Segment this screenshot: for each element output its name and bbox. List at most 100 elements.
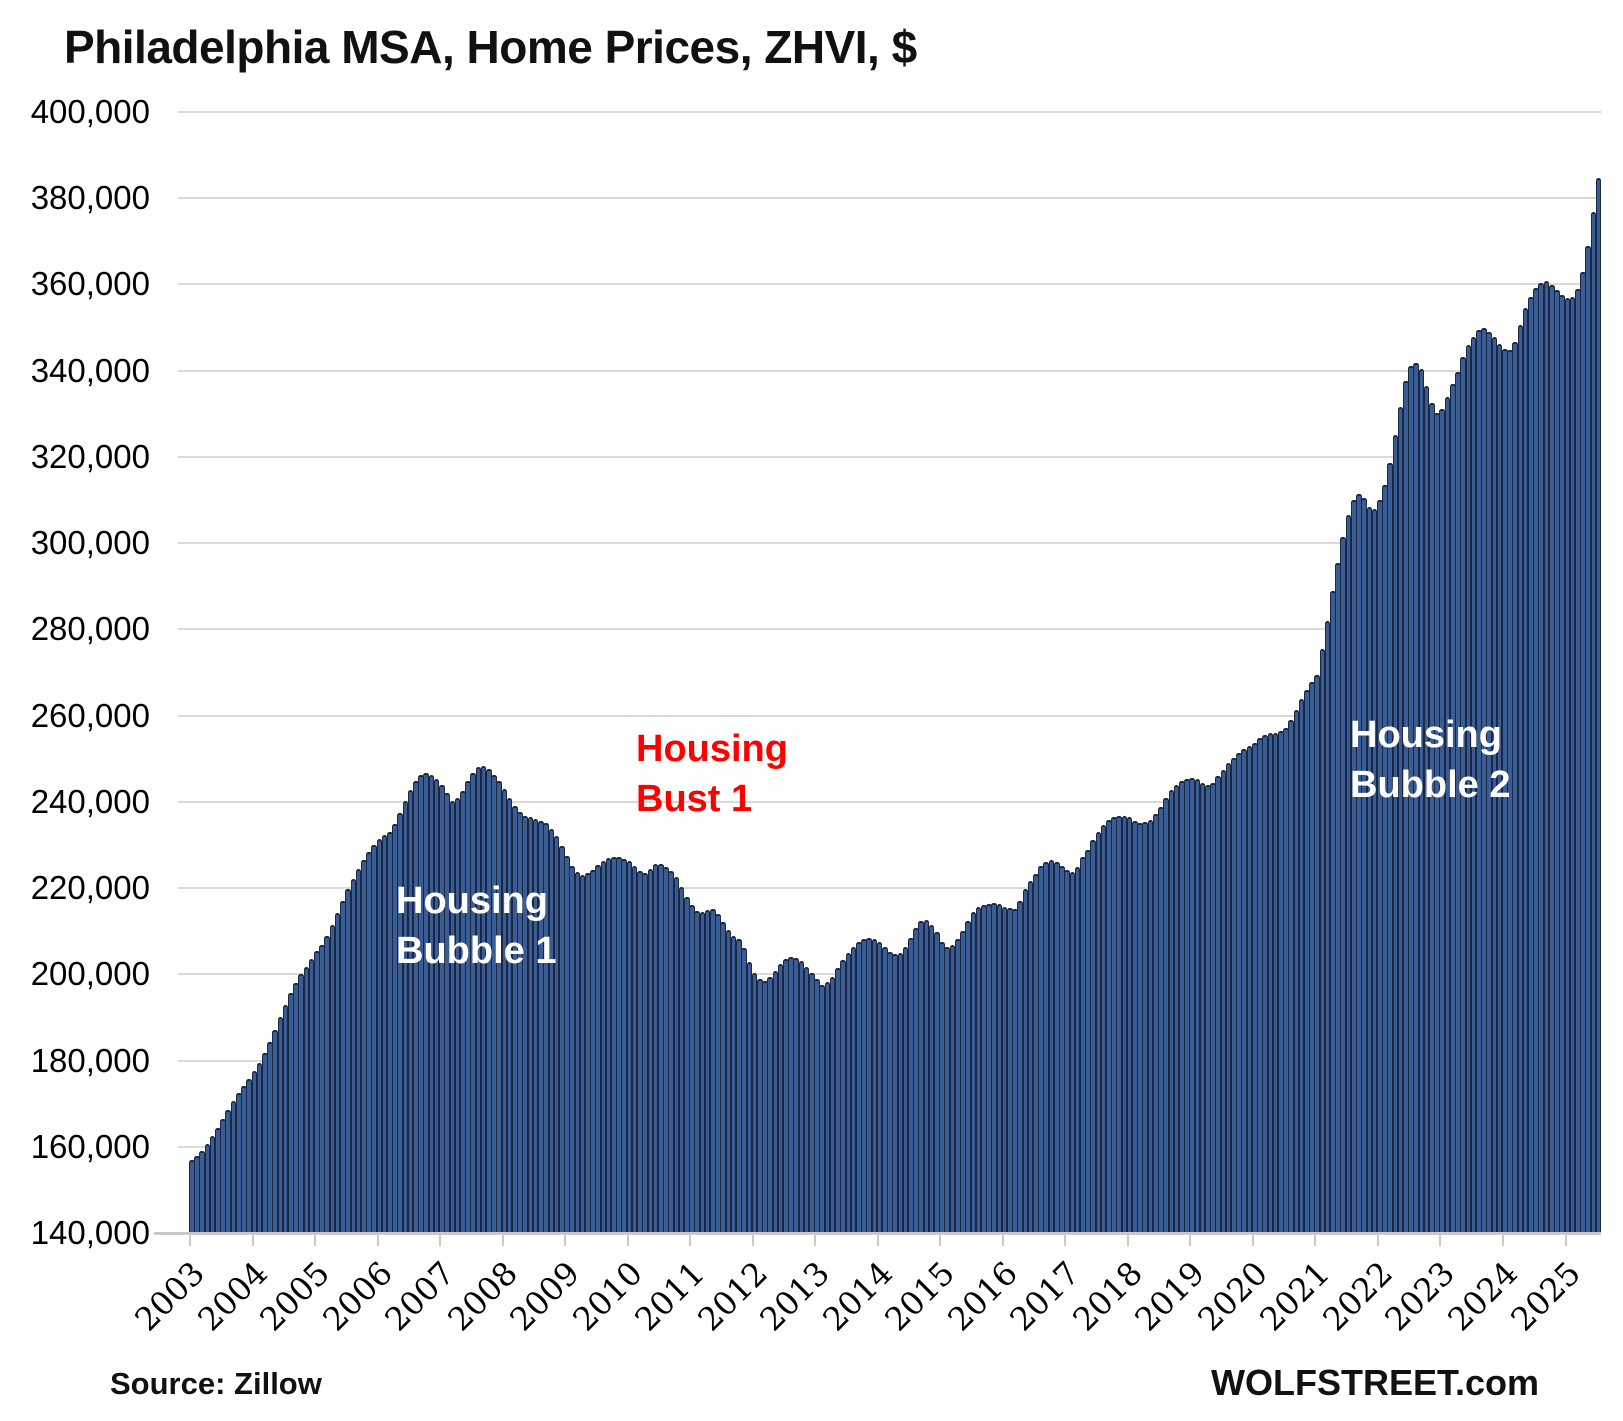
bar-2016-11 [1053, 862, 1060, 1233]
bar-2009-03 [574, 871, 581, 1233]
bar-2005-12 [371, 844, 377, 1233]
bar-2008-10 [548, 828, 555, 1233]
bar-2004-09 [293, 982, 299, 1233]
x-tick-2008 [501, 1235, 504, 1246]
bar-2015-11 [991, 902, 997, 1233]
bar-2016-09 [1043, 861, 1050, 1233]
bar-2009-12 [621, 858, 628, 1233]
bar-2008-09 [543, 823, 549, 1233]
source-note: Source: Zillow [110, 1366, 322, 1401]
bar-2010-11 [678, 886, 685, 1233]
bar-2021-09 [1356, 493, 1362, 1233]
x-tick-2025 [1564, 1235, 1567, 1246]
bar-2012-01 [751, 973, 758, 1233]
bar-2017-07 [1095, 831, 1102, 1233]
bar-2023-11 [1491, 337, 1498, 1233]
bar-2020-04 [1267, 733, 1274, 1233]
y-tick-label: 240,000 [30, 782, 150, 820]
bar-2014-04 [892, 954, 898, 1233]
x-tick-2018 [1126, 1235, 1129, 1246]
bar-2024-06 [1528, 296, 1534, 1233]
plot-area: Housing Bubble 1 Housing Bust 1 Housing … [154, 111, 1602, 1246]
bar-2014-07 [908, 937, 914, 1233]
bar-2016-05 [1022, 888, 1029, 1233]
bar-2019-01 [1189, 778, 1195, 1233]
bar-2003-10 [235, 1093, 242, 1233]
annotation-line: Housing [396, 880, 548, 922]
bar-2005-02 [319, 945, 325, 1233]
y-tick-label: 360,000 [30, 265, 150, 303]
bar-2007-10 [485, 769, 492, 1233]
y-tick-label: 140,000 [30, 1214, 150, 1251]
bar-2005-11 [366, 852, 372, 1233]
bar-2015-06 [965, 920, 971, 1233]
y-tick-label: 180,000 [30, 1041, 150, 1079]
y-tick-label: 300,000 [30, 524, 150, 562]
bar-2020-05 [1272, 732, 1279, 1233]
bar-2011-06 [715, 913, 721, 1233]
bar-2025-02 [1569, 296, 1576, 1233]
x-tick-2007 [439, 1235, 442, 1246]
bar-2010-07 [657, 863, 664, 1233]
bar-2010-09 [668, 870, 674, 1233]
bar-2021-02 [1319, 648, 1326, 1233]
bar-2011-07 [720, 921, 727, 1233]
bar-2009-08 [600, 860, 607, 1233]
bar-2019-08 [1225, 763, 1232, 1233]
bar-2014-12 [934, 932, 940, 1233]
bar-2017-01 [1064, 869, 1070, 1233]
bar-2005-03 [324, 935, 331, 1233]
annotation-housing-bubble-2: Housing Bubble 2 [1350, 710, 1510, 810]
bar-2010-04 [642, 872, 648, 1233]
bar-2004-08 [287, 992, 294, 1233]
bar-2013-11 [866, 938, 872, 1233]
bar-2005-10 [360, 860, 367, 1233]
x-tick-2005 [314, 1235, 317, 1246]
bar-2023-04 [1455, 372, 1461, 1233]
y-tick-label: 400,000 [30, 93, 150, 130]
bar-2007-09 [480, 766, 487, 1233]
x-tick-2020 [1251, 1235, 1254, 1246]
bar-2010-12 [683, 896, 690, 1233]
bar-2017-09 [1106, 819, 1112, 1233]
x-tick-2019 [1189, 1235, 1192, 1246]
bar-2019-04 [1205, 785, 1211, 1233]
bar-2012-09 [793, 958, 799, 1233]
bar-2022-03 [1387, 463, 1393, 1233]
bar-2024-03 [1512, 341, 1519, 1233]
bar-2010-06 [652, 864, 659, 1233]
bar-2023-10 [1486, 331, 1492, 1233]
bar-2019-12 [1246, 746, 1253, 1233]
bar-2014-09 [918, 921, 925, 1233]
bar-2011-04 [704, 910, 711, 1233]
bar-2014-08 [913, 927, 919, 1233]
bar-2023-01 [1439, 408, 1446, 1233]
bar-2019-03 [1199, 782, 1206, 1233]
bar-2003-03 [199, 1151, 206, 1233]
bar-2012-06 [777, 963, 784, 1233]
bar-2024-11 [1554, 290, 1560, 1233]
bar-2021-06 [1340, 536, 1347, 1233]
y-tick-label: 340,000 [30, 351, 150, 389]
bar-2006-10 [423, 772, 430, 1233]
bar-2018-07 [1158, 806, 1164, 1233]
bar-2012-08 [788, 957, 794, 1233]
bar-2007-04 [454, 798, 461, 1233]
bar-2013-10 [861, 939, 867, 1233]
bar-2018-05 [1147, 819, 1154, 1233]
bar-2009-02 [569, 865, 575, 1233]
bar-2016-03 [1012, 908, 1018, 1233]
bar-2017-11 [1116, 816, 1123, 1233]
bar-2017-02 [1069, 871, 1076, 1233]
bar-2005-04 [329, 925, 336, 1233]
bar-2013-07 [845, 953, 852, 1233]
bar-2004-06 [277, 1017, 284, 1233]
bar-2017-03 [1074, 866, 1081, 1233]
bar-2007-05 [459, 791, 466, 1233]
bar-2024-07 [1533, 288, 1539, 1233]
bar-2009-11 [616, 857, 622, 1233]
bar-2009-04 [579, 874, 586, 1233]
bar-2015-08 [975, 907, 982, 1233]
bar-2004-05 [272, 1030, 278, 1233]
bar-2004-11 [303, 966, 310, 1233]
